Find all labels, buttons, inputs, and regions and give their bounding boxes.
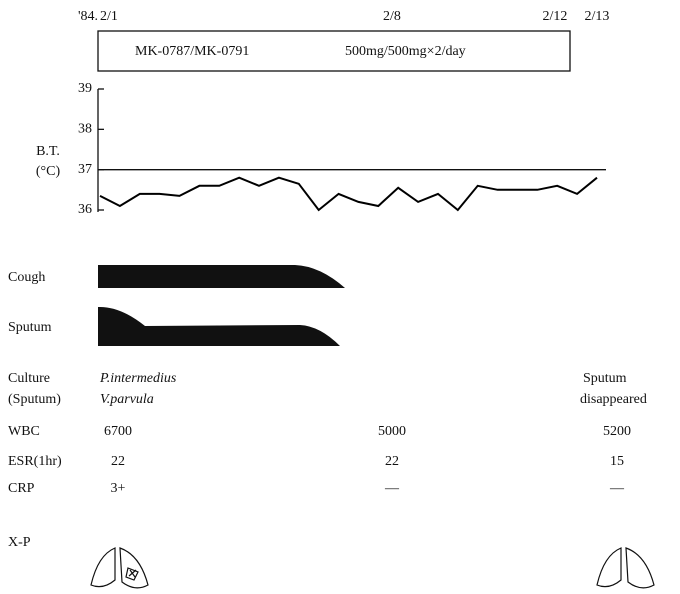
date-label: 2/1 bbox=[100, 9, 118, 24]
sputum-area bbox=[98, 306, 340, 346]
date-label: 2/8 bbox=[383, 9, 401, 24]
temperature-line bbox=[99, 176, 598, 212]
culture-end: disappeared bbox=[580, 392, 647, 407]
y-tick-label: 39 bbox=[78, 81, 92, 96]
cell: 22 bbox=[385, 454, 399, 469]
y-label: (°C) bbox=[36, 164, 61, 179]
row-label: ESR(1hr) bbox=[8, 454, 62, 469]
culture-end: Sputum bbox=[583, 371, 627, 386]
lung-icon bbox=[596, 547, 655, 589]
row-label: WBC bbox=[8, 424, 40, 439]
date-label: 2/12 bbox=[543, 9, 568, 24]
cough-area bbox=[98, 265, 345, 288]
cell: 5200 bbox=[603, 424, 631, 439]
dose: 500mg/500mg×2/day bbox=[345, 44, 466, 59]
culture-sublabel: (Sputum) bbox=[8, 392, 61, 407]
row-label: CRP bbox=[8, 481, 35, 496]
drug: MK-0787/MK-0791 bbox=[135, 44, 249, 59]
symptom-label: Sputum bbox=[8, 320, 52, 335]
culture-label: Culture bbox=[8, 371, 50, 386]
xp-label: X-P bbox=[8, 535, 31, 550]
organism: P.intermedius bbox=[99, 371, 177, 386]
cell: 3+ bbox=[111, 481, 126, 496]
symptom-label: Cough bbox=[8, 270, 45, 285]
cell: 6700 bbox=[104, 424, 132, 439]
cell: — bbox=[609, 481, 625, 496]
cell: 15 bbox=[610, 454, 624, 469]
date-label: 2/13 bbox=[585, 9, 610, 24]
cell: 22 bbox=[111, 454, 125, 469]
y-tick-label: 37 bbox=[78, 162, 92, 177]
cell: 5000 bbox=[378, 424, 406, 439]
cell: — bbox=[384, 481, 400, 496]
y-tick-label: 36 bbox=[78, 202, 92, 217]
year: '84. bbox=[78, 9, 98, 24]
treatment-box bbox=[97, 30, 571, 72]
lung-icon bbox=[90, 547, 149, 589]
y-tick-label: 38 bbox=[78, 122, 92, 137]
organism: V.parvula bbox=[100, 392, 154, 407]
y-label: B.T. bbox=[36, 144, 60, 159]
